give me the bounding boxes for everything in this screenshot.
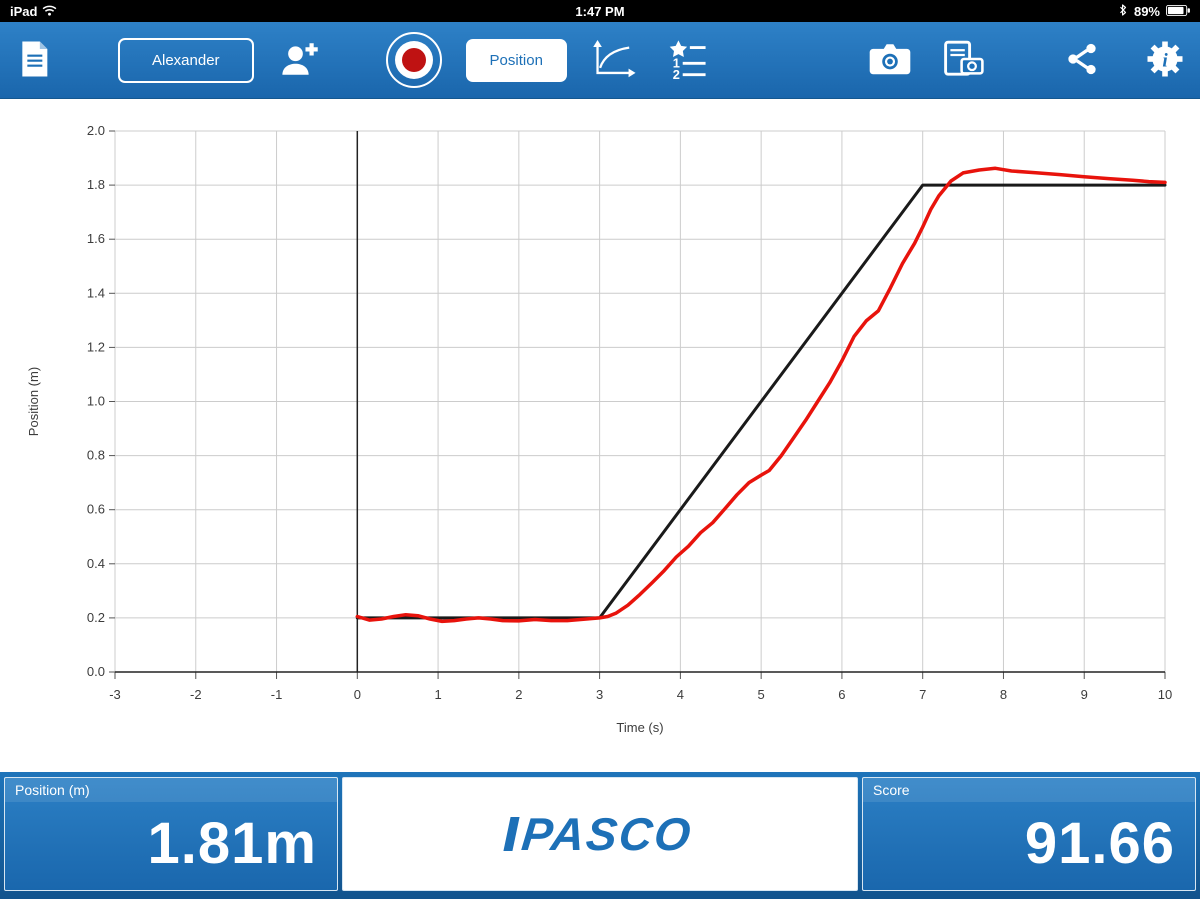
share-button[interactable]	[1064, 41, 1100, 80]
measurement-button[interactable]: Position	[465, 38, 567, 82]
camera-icon	[868, 42, 912, 79]
toolbar: Alexander Position	[0, 22, 1200, 99]
settings-button[interactable]: i	[1144, 38, 1186, 83]
score-digits-label: Score	[863, 778, 1195, 802]
svg-text:0.4: 0.4	[87, 556, 105, 571]
record-dot-icon	[401, 48, 426, 72]
svg-text:1: 1	[673, 55, 680, 70]
score-digits-value: 91.66	[1024, 810, 1175, 876]
svg-text:1.0: 1.0	[87, 394, 105, 409]
scale-to-fit-button[interactable]	[591, 39, 637, 81]
svg-text:2: 2	[515, 687, 522, 702]
share-icon	[1064, 41, 1100, 80]
svg-text:5: 5	[758, 687, 765, 702]
svg-text:-2: -2	[190, 687, 202, 702]
battery-percent: 89%	[1133, 3, 1160, 19]
svg-text:2: 2	[673, 67, 680, 79]
snapshot-icon	[942, 39, 986, 82]
svg-text:2.0: 2.0	[87, 123, 105, 138]
clock: 1:47 PM	[575, 3, 625, 19]
camera-button[interactable]	[868, 42, 912, 79]
data-list-button[interactable]: 1 2	[667, 39, 707, 82]
scale-to-fit-icon	[591, 39, 637, 81]
settings-gear-icon: i	[1144, 38, 1186, 83]
svg-text:1: 1	[434, 687, 441, 702]
svg-text:0: 0	[354, 687, 361, 702]
svg-text:6: 6	[838, 687, 845, 702]
svg-text:7: 7	[919, 687, 926, 702]
position-digits-value: 1.81m	[147, 810, 317, 876]
svg-text:0.0: 0.0	[87, 664, 105, 679]
svg-text:4: 4	[677, 687, 684, 702]
svg-text:i: i	[1162, 50, 1168, 71]
pasco-logo-text: PASCO	[519, 808, 696, 860]
svg-text:-3: -3	[109, 687, 121, 702]
svg-text:0.8: 0.8	[87, 448, 105, 463]
svg-text:1.8: 1.8	[87, 177, 105, 192]
record-ring	[394, 41, 433, 79]
svg-text:-1: -1	[271, 687, 283, 702]
svg-text:1.2: 1.2	[87, 339, 105, 354]
svg-text:10: 10	[1158, 687, 1172, 702]
user-button[interactable]: Alexander	[118, 37, 254, 83]
pasco-logo: PASCO	[503, 807, 696, 861]
position-time-graph[interactable]: -3 -2 -1 0 1 2 3 4 5 6 7 8 9 10 0.0 0.2 0.4 0.6 0.8 1.0 1.2 1…	[0, 99, 1200, 772]
pasco-logo-panel: PASCO	[342, 777, 858, 891]
snapshot-button[interactable]	[942, 39, 986, 82]
pasco-logo-slash-icon	[503, 817, 520, 851]
svg-text:9: 9	[1081, 687, 1088, 702]
position-digits-panel[interactable]: Position (m) 1.81m	[4, 777, 338, 891]
svg-text:3: 3	[596, 687, 603, 702]
journal-icon	[14, 39, 54, 82]
svg-text:0.6: 0.6	[87, 502, 105, 517]
add-user-button[interactable]	[278, 38, 320, 83]
add-user-icon	[278, 38, 320, 83]
status-bar: iPad 1:47 PM 89%	[0, 0, 1200, 22]
battery-icon	[1166, 4, 1190, 19]
journal-button[interactable]	[14, 39, 54, 82]
digits-display-bar: Position (m) 1.81m PASCO Score 91.66	[0, 772, 1200, 899]
svg-text:Position (m): Position (m)	[26, 367, 41, 436]
bluetooth-icon	[1118, 3, 1128, 20]
data-list-icon: 1 2	[667, 39, 707, 82]
record-button[interactable]	[385, 32, 442, 88]
chart-area: -3 -2 -1 0 1 2 3 4 5 6 7 8 9 10 0.0 0.2 0.4 0.6 0.8 1.0 1.2 1…	[0, 99, 1200, 772]
svg-text:1.6: 1.6	[87, 231, 105, 246]
wifi-icon	[42, 4, 57, 19]
svg-text:0.2: 0.2	[87, 610, 105, 625]
recorded-position-series	[355, 166, 1167, 624]
position-digits-label: Position (m)	[5, 778, 337, 802]
svg-text:8: 8	[1000, 687, 1007, 702]
svg-text:1.4: 1.4	[87, 285, 105, 300]
score-digits-panel[interactable]: Score 91.66	[862, 777, 1196, 891]
svg-text:Time (s): Time (s)	[616, 720, 663, 735]
device-label: iPad	[10, 3, 38, 19]
